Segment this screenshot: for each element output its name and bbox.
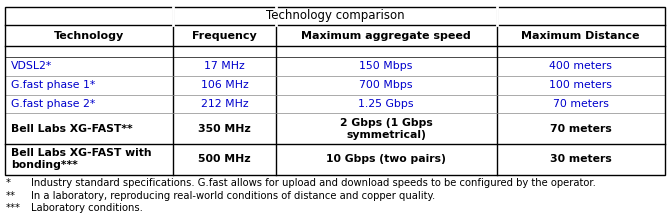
Text: **: **	[5, 191, 15, 201]
Bar	[5, 7, 665, 175]
Text: Maximum aggregate speed: Maximum aggregate speed	[302, 31, 471, 41]
Text: ***: ***	[5, 203, 20, 213]
Text: Maximum Distance: Maximum Distance	[521, 31, 640, 41]
Text: Technology comparison: Technology comparison	[266, 9, 404, 22]
Text: 100 meters: 100 meters	[549, 80, 612, 90]
Text: 500 MHz: 500 MHz	[198, 154, 251, 164]
Text: 2 Gbps (1 Gbps
symmetrical): 2 Gbps (1 Gbps symmetrical)	[340, 118, 432, 140]
Text: G.fast phase 1*: G.fast phase 1*	[11, 80, 95, 90]
Text: 70 meters: 70 meters	[549, 124, 612, 134]
Text: In a laboratory, reproducing real-world conditions of distance and copper qualit: In a laboratory, reproducing real-world …	[31, 191, 435, 201]
Text: 1.25 Gbps: 1.25 Gbps	[358, 99, 414, 109]
Text: 350 MHz: 350 MHz	[198, 124, 251, 134]
Text: Frequency: Frequency	[192, 31, 257, 41]
Text: 106 MHz: 106 MHz	[201, 80, 249, 90]
Text: Bell Labs XG-FAST with
bonding***: Bell Labs XG-FAST with bonding***	[11, 148, 151, 170]
Text: 70 meters: 70 meters	[553, 99, 608, 109]
Text: G.fast phase 2*: G.fast phase 2*	[11, 99, 95, 109]
Text: VDSL2*: VDSL2*	[11, 61, 52, 71]
Text: 17 MHz: 17 MHz	[204, 61, 245, 71]
Text: 212 MHz: 212 MHz	[201, 99, 249, 109]
Text: 150 Mbps: 150 Mbps	[359, 61, 413, 71]
Text: 30 meters: 30 meters	[549, 154, 612, 164]
Text: 10 Gbps (two pairs): 10 Gbps (two pairs)	[326, 154, 446, 164]
Text: *: *	[5, 178, 10, 188]
Text: 400 meters: 400 meters	[549, 61, 612, 71]
Text: Industry standard specifications. G.fast allows for upload and download speeds t: Industry standard specifications. G.fast…	[31, 178, 596, 188]
Text: Laboratory conditions.: Laboratory conditions.	[31, 203, 143, 213]
Text: 700 Mbps: 700 Mbps	[359, 80, 413, 90]
Text: Bell Labs XG-FAST**: Bell Labs XG-FAST**	[11, 124, 133, 134]
Text: Technology: Technology	[54, 31, 125, 41]
